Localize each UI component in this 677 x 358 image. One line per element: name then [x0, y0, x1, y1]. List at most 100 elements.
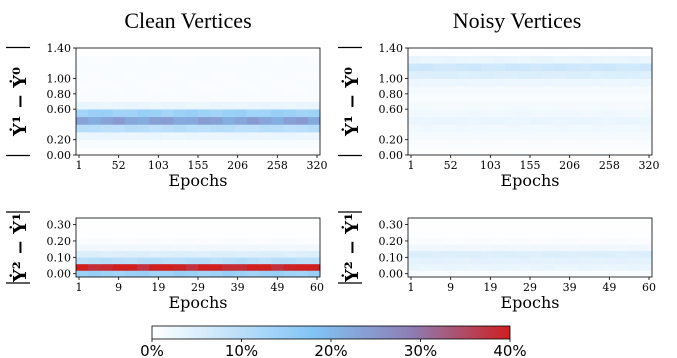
- heatmap-cell: [137, 224, 150, 232]
- heatmap-cell: [639, 147, 653, 156]
- x-tick-label: 1: [408, 281, 415, 294]
- heatmap-cell: [259, 124, 272, 133]
- heatmap-cell: [222, 70, 235, 79]
- heatmap-cell: [469, 101, 482, 110]
- heatmap-cell: [76, 244, 89, 252]
- heatmap-cell: [469, 224, 482, 232]
- heatmap-cell: [554, 237, 567, 245]
- heatmap-cell: [639, 257, 653, 265]
- heatmap-cell: [173, 237, 187, 245]
- heatmap-cell: [222, 48, 235, 56]
- heatmap-cell: [88, 63, 101, 72]
- heatmap-cell: [137, 93, 150, 102]
- heatmap-cell: [307, 93, 321, 102]
- heatmap-cell: [259, 224, 272, 232]
- heatmap-cell: [246, 132, 260, 141]
- x-tick-label: 39: [231, 281, 245, 294]
- x-tick-label: 52: [112, 159, 126, 172]
- heatmap-cell: [481, 263, 494, 271]
- heatmap-cell: [88, 109, 101, 118]
- heatmap-cell: [234, 109, 248, 118]
- heatmap-cell: [295, 48, 309, 56]
- heatmap-cell: [149, 101, 162, 110]
- heatmap-cell: [222, 55, 235, 64]
- heatmap-cell: [246, 231, 260, 238]
- heatmap-cell: [76, 78, 89, 87]
- heatmap-cell: [517, 55, 531, 64]
- heatmap-cell: [469, 244, 482, 252]
- heatmap-cell: [420, 124, 433, 133]
- heatmap-cell: [603, 109, 616, 118]
- heatmap-cell: [493, 270, 506, 278]
- heatmap-cell: [542, 109, 555, 118]
- heatmap-cell: [444, 237, 458, 245]
- heatmap-cell: [627, 270, 641, 278]
- heatmap-cell: [432, 257, 445, 265]
- heatmap-cell: [259, 218, 272, 225]
- heatmap-cell: [420, 93, 433, 102]
- heatmap-cell: [456, 70, 470, 79]
- heatmap-cell: [481, 109, 494, 118]
- heatmap-cell: [246, 139, 260, 148]
- heatmap-cell: [530, 218, 543, 225]
- heatmap-cell: [234, 93, 248, 102]
- heatmap-cell: [112, 263, 126, 271]
- heatmap-cell: [530, 48, 543, 56]
- heatmap-cell: [234, 63, 248, 72]
- heatmap-cell: [283, 263, 296, 271]
- heatmap-cell: [517, 139, 531, 148]
- heatmap-cell: [283, 270, 296, 278]
- heatmap-cell: [444, 86, 458, 95]
- heatmap-cell: [408, 237, 421, 245]
- heatmap-cell: [271, 78, 284, 87]
- heatmap-cell: [481, 218, 494, 225]
- heatmap-cell: [591, 116, 604, 125]
- heatmap-cell: [469, 237, 482, 245]
- heatmap-cell: [307, 132, 321, 141]
- heatmap-cell: [210, 147, 223, 156]
- heatmap-cell: [481, 101, 494, 110]
- heatmap-cell: [615, 270, 628, 278]
- heatmap-cell: [408, 86, 421, 95]
- heatmap-cell: [283, 116, 296, 125]
- heatmap-cell: [210, 55, 223, 64]
- heatmap-cell: [295, 109, 309, 118]
- heatmap-cell: [469, 231, 482, 238]
- heatmap-cell: [283, 132, 296, 141]
- heatmap-cell: [88, 231, 101, 238]
- heatmap-cell: [222, 132, 235, 141]
- heatmap-cell: [530, 132, 543, 141]
- heatmap-cell: [505, 101, 519, 110]
- heatmap-cell: [246, 116, 260, 125]
- heatmap-panel-2: 1 52 103 155 206 258 320 0.00 0.20 0.60 0.80 1.00 1.…: [338, 42, 660, 190]
- heatmap-cell: [210, 116, 223, 125]
- heatmap-cell: [271, 48, 284, 56]
- heatmap-cell: [542, 244, 555, 252]
- heatmap-cell: [173, 86, 187, 95]
- heatmap-cell: [578, 147, 592, 156]
- heatmap-cell: [420, 231, 433, 238]
- heatmap-cell: [420, 48, 433, 56]
- heatmap-cell: [173, 55, 187, 64]
- heatmap-cell: [88, 270, 101, 278]
- colorbar: 0% 10% 20% 30% 40%: [140, 325, 527, 358]
- heatmap-cell: [444, 55, 458, 64]
- heatmap-cell: [530, 263, 543, 271]
- heatmap-cell: [493, 231, 506, 238]
- heatmap-cell: [210, 101, 223, 110]
- heatmap-cell: [505, 257, 519, 265]
- heatmap-cell: [259, 101, 272, 110]
- heatmap-cell: [100, 263, 113, 271]
- heatmap-cell: [76, 270, 89, 278]
- heatmap-cell: [222, 93, 235, 102]
- heatmap-cell: [283, 224, 296, 232]
- heatmap-cell: [246, 244, 260, 252]
- heatmap-cell: [432, 78, 445, 87]
- heatmap-cell: [456, 244, 470, 252]
- heatmap-cell: [76, 257, 89, 265]
- heatmap-cell: [444, 263, 458, 271]
- heatmap-cell: [627, 231, 641, 238]
- heatmap-cell: [493, 244, 506, 252]
- heatmap-cell: [210, 78, 223, 87]
- heatmap-cell: [615, 78, 628, 87]
